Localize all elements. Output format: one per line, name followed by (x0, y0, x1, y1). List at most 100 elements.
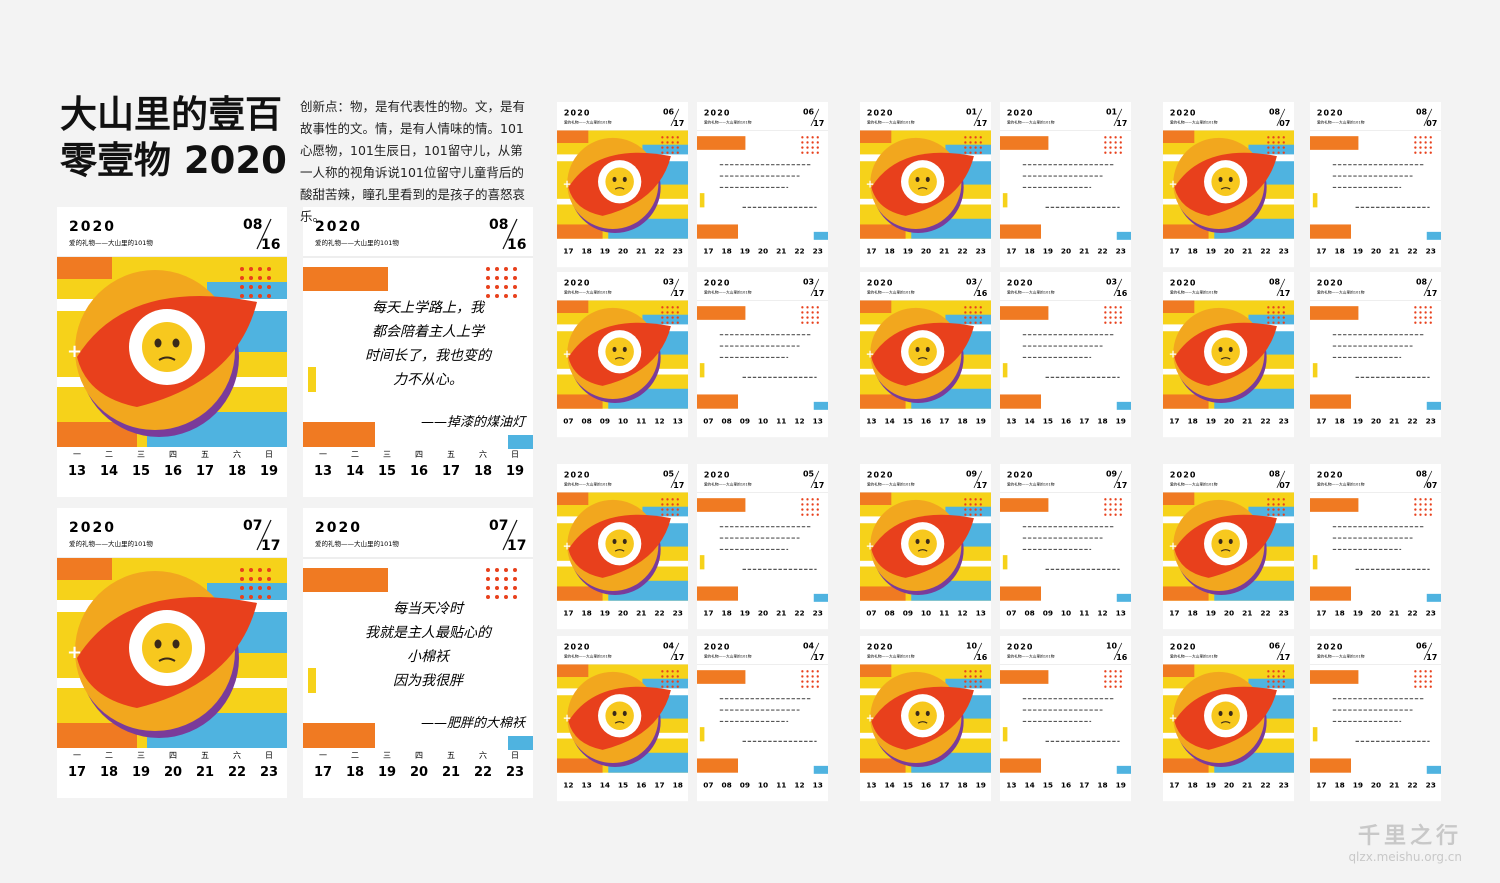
card-year: 2020 (704, 279, 731, 288)
dot (676, 513, 679, 516)
day-number: 19 (1353, 247, 1363, 256)
plus-sign: + (866, 540, 875, 552)
band (860, 586, 906, 601)
accent-bar (1000, 306, 1049, 320)
dot (1424, 680, 1427, 683)
card-month: 05 (663, 470, 674, 479)
dot (816, 498, 819, 501)
dot (1429, 508, 1432, 511)
day-number: 14 (884, 781, 894, 790)
dot (1104, 508, 1107, 511)
dot (1104, 680, 1107, 683)
dot (979, 136, 982, 139)
weekday: 五 (447, 751, 455, 760)
emoji-mouth (917, 721, 928, 724)
card-year: 2020 (315, 219, 362, 235)
dot (1282, 306, 1285, 309)
accent-bar (1116, 231, 1131, 240)
card-year: 2020 (564, 109, 591, 118)
dot (671, 306, 674, 309)
dot (1104, 151, 1107, 154)
day-number: 13 (976, 609, 986, 618)
accent-bar (308, 367, 316, 392)
quote-line: 时间长了，我也变的 (365, 348, 493, 364)
dot (1282, 680, 1285, 683)
dot (666, 498, 669, 501)
date-slash (1423, 278, 1433, 297)
dot (1282, 316, 1285, 319)
dot (979, 513, 982, 516)
photo-card: 2020 爱的礼物——大山里的101物 10 16 +13 14 15 16 17 18 19 (860, 636, 992, 802)
accent-bar (1002, 727, 1008, 742)
day-number: 20 (758, 247, 768, 256)
day-number: 07 (563, 417, 573, 426)
dot (1119, 503, 1122, 506)
dot (1414, 311, 1417, 314)
day-number: 14 (1024, 781, 1034, 790)
dot (1104, 498, 1107, 501)
card-month: 07 (489, 518, 508, 534)
dot (1424, 151, 1427, 154)
dot (811, 146, 814, 149)
photo-card: 2020 爱的礼物——大山里的101物 04 17 +12 13 14 15 16 17 18 (557, 636, 689, 802)
plus-sign: + (563, 348, 572, 360)
weekday: 六 (233, 750, 241, 760)
dot (1424, 136, 1427, 139)
dot (661, 508, 664, 511)
card-day: 17 (813, 481, 824, 490)
dot (1277, 141, 1280, 144)
dot (671, 146, 674, 149)
card-day: 16 (976, 653, 988, 662)
dot (676, 311, 679, 314)
dot (1282, 151, 1285, 154)
dot (249, 568, 253, 572)
dot (1419, 498, 1422, 501)
date-slash (502, 218, 518, 250)
dot (1277, 513, 1280, 516)
dot (666, 503, 669, 506)
dot (661, 136, 664, 139)
emoji-eye (1218, 346, 1223, 353)
dot (258, 267, 262, 271)
card-year: 2020 (1170, 471, 1197, 480)
day-number: 21 (1242, 417, 1252, 426)
dot (1429, 141, 1432, 144)
card-month: 09 (1106, 470, 1118, 479)
dot (811, 498, 814, 501)
dot (974, 141, 977, 144)
card-subtitle: 爱的礼物——大山里的101物 (1170, 120, 1218, 125)
day-number: 08 (721, 417, 731, 426)
dot (1272, 136, 1275, 139)
day-number: 18 (1187, 417, 1197, 426)
dot (1114, 306, 1117, 309)
card-subtitle: 爱的礼物——大山里的101物 (867, 120, 915, 125)
dot (504, 267, 508, 271)
dot (240, 568, 244, 572)
day-number: 17 (939, 781, 949, 790)
weekday: 一 (73, 450, 81, 459)
dot (1414, 503, 1417, 506)
day-number: 19 (600, 247, 610, 256)
dot (1109, 136, 1112, 139)
day-number: 12 (794, 781, 804, 790)
emoji-eye (622, 538, 627, 545)
band (1163, 492, 1195, 506)
dot (1114, 146, 1117, 149)
dot (666, 670, 669, 673)
dot (671, 321, 674, 324)
accent-bar (813, 593, 828, 602)
accent-bar (1312, 193, 1318, 208)
day-number: 23 (1279, 417, 1289, 426)
card-year: 2020 (69, 219, 116, 235)
day-number: 17 (939, 417, 949, 426)
day-number: 17 (1169, 247, 1179, 256)
dot (1114, 508, 1117, 511)
date-slash (1113, 642, 1123, 661)
quote-line: 每当天冷时 (393, 601, 465, 617)
date-slash (973, 470, 983, 489)
dot (1267, 680, 1270, 683)
dot (1419, 680, 1422, 683)
dot (806, 508, 809, 511)
card-subtitle: 爱的礼物——大山里的101物 (1317, 654, 1365, 659)
accent-bar (1000, 224, 1042, 239)
